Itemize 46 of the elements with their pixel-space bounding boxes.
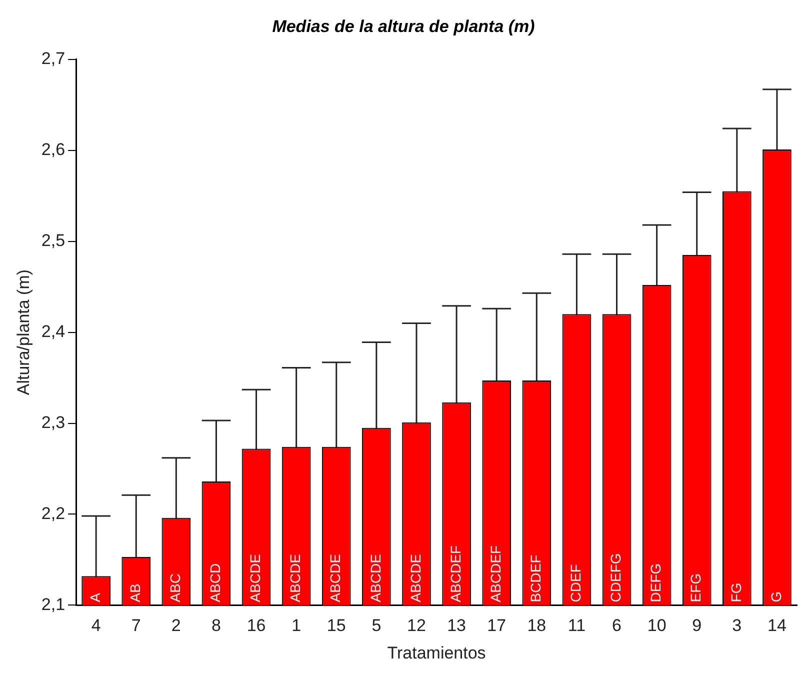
x-tick-label: 7: [131, 616, 141, 636]
data-label: ABCDEF: [487, 545, 504, 602]
y-tick-label: 2,6: [41, 140, 66, 160]
data-label: G: [768, 591, 784, 602]
data-label: ABCD: [207, 563, 224, 602]
y-tick-label: 2,3: [41, 412, 66, 432]
data-label: AB: [126, 584, 143, 602]
x-tick-label: 3: [732, 616, 742, 636]
x-tick-label: 8: [211, 616, 221, 636]
x-tick-label: 13: [447, 616, 466, 636]
x-tick-label: 2: [171, 616, 181, 636]
data-label: ABCDE: [327, 554, 344, 602]
x-tick-label: 18: [527, 616, 546, 636]
x-tick-label: 10: [647, 616, 666, 636]
data-label: ABCDE: [287, 554, 304, 602]
x-tick-label: 5: [372, 616, 382, 636]
x-tick-label: 11: [568, 616, 586, 636]
x-tick-label: 1: [292, 616, 302, 636]
data-label: CDEFG: [608, 553, 624, 602]
x-tick-label: 14: [768, 616, 786, 636]
data-label: FG: [728, 582, 744, 602]
data-label: ABCDE: [247, 554, 264, 602]
y-axis-title: Altura/planta (m): [14, 269, 33, 396]
x-tick-label: 12: [407, 616, 426, 636]
data-label: CDEF: [568, 564, 584, 602]
data-label: DEFG: [648, 563, 664, 602]
chart-title: Medias de la altura de planta (m): [272, 16, 536, 36]
data-label: EFG: [688, 573, 704, 602]
x-tick-label: 15: [326, 616, 346, 636]
data-label: A: [86, 592, 103, 602]
y-tick-label: 2,4: [41, 322, 66, 341]
x-axis-title: Tratamientos: [387, 643, 486, 662]
data-label: ABCDE: [367, 554, 384, 602]
x-tick-label: 6: [612, 616, 622, 636]
data-label: ABC: [167, 573, 184, 602]
x-tick-label: 9: [692, 616, 702, 636]
data-label: ABCDE: [407, 554, 424, 602]
x-tick-label: 4: [91, 616, 101, 636]
y-tick-label: 2,1: [41, 594, 66, 614]
x-tick-label: 16: [246, 616, 266, 636]
data-label: BCDEF: [528, 554, 544, 602]
y-tick-label: 2,5: [41, 231, 66, 250]
data-label: ABCDEF: [447, 545, 464, 602]
y-tick-label: 2,2: [41, 504, 66, 523]
x-tick-label: 17: [487, 616, 506, 636]
y-tick-label: 2,7: [41, 49, 66, 68]
